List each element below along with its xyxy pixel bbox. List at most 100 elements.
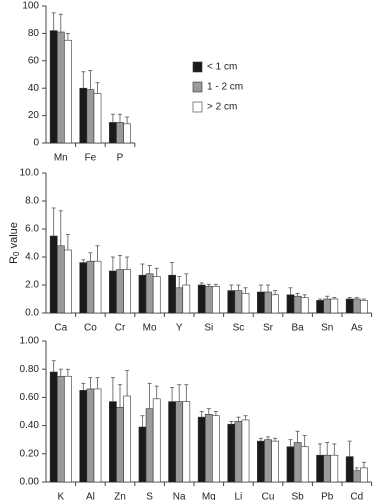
error-bar [118,113,122,123]
bar [175,287,184,314]
error-bar [110,256,115,271]
error-bar [266,284,270,292]
x-tick-label: Fe [85,153,97,164]
error-bar [95,377,100,389]
bar [323,454,332,483]
bar [116,122,124,144]
error-bar [318,443,323,456]
bar [56,31,65,144]
bar [241,293,250,314]
bar [49,235,58,314]
error-bar [347,440,352,457]
error-bar [361,298,366,301]
bar [293,295,302,314]
y-tick-label: 40 [28,83,40,94]
error-bar [65,234,70,250]
bar [168,274,176,314]
bar [168,401,176,483]
error-bar [81,382,86,391]
error-bar [58,13,63,33]
y-axis-label-sub: 0 [12,251,21,256]
bar [212,415,220,483]
bar [116,269,124,314]
x-tick-label: Sc [233,323,245,334]
bar [109,401,117,483]
error-bar [118,384,122,408]
bar [64,249,72,314]
y-axis-label-tail: value [8,222,20,251]
error-bar [213,411,218,416]
bar [56,245,65,314]
legend-label: < 1 cm [207,62,237,73]
bar [330,454,339,483]
y-tick-label: 2.0 [25,280,39,291]
bar [204,286,213,314]
bar [123,395,131,483]
error-bar [325,442,330,456]
bar [86,89,95,144]
bar [212,286,220,314]
y-tick-label: 6.0 [25,224,39,235]
error-bar [118,255,122,270]
bar [182,401,191,483]
error-bar [95,82,100,94]
y-tick-label: 100 [22,1,39,12]
x-tick-label: Pb [321,492,334,500]
error-bar [266,436,270,440]
bar [345,298,354,314]
error-bar [258,284,263,292]
y-tick-label: 0.40 [20,420,40,431]
bar [257,291,265,314]
error-bar [206,408,211,415]
y-tick-label: 0.80 [20,364,40,375]
error-bar [184,384,189,402]
x-tick-label: Mo [143,323,157,334]
bar [227,423,236,483]
error-bar [58,210,63,246]
bar [360,300,368,314]
error-bar [236,416,241,422]
x-tick-label: S [146,492,153,500]
error-bar [295,430,300,443]
bar [345,456,354,483]
bar [93,388,102,483]
error-bar [154,385,159,399]
legend-label: 1 - 2 cm [207,82,243,93]
x-tick-label: Cr [115,323,126,334]
x-tick-label: As [351,323,363,334]
bar [234,421,243,483]
bar [152,276,161,314]
bar [79,87,88,144]
y-tick-label: 0.0 [25,308,39,319]
bar [316,300,324,314]
error-bar [302,435,307,447]
error-bar [229,420,234,425]
bar [257,440,265,483]
bar [109,122,117,144]
bar [49,30,58,144]
bar [197,416,206,483]
error-bar [125,370,130,396]
error-bar [347,297,352,299]
error-bar [236,284,241,291]
error-bar [170,262,175,276]
error-bar [318,298,323,301]
bar [93,93,102,144]
error-bar [170,387,175,402]
x-tick-label: Co [84,323,97,334]
error-bar [243,415,248,420]
bar [145,273,154,314]
error-bar [332,297,337,299]
x-tick-label: Cd [350,492,363,500]
y-axis-label-main: R [8,256,20,264]
x-tick-label: Y [176,323,183,334]
error-bar [88,252,93,262]
y-tick-label: 60 [28,55,40,66]
bar [352,298,361,314]
y-tick-label: 0.20 [20,448,40,459]
error-bar [258,437,263,442]
bar [64,39,72,144]
bar [271,294,279,314]
error-bar [58,368,63,377]
error-bar [332,443,337,456]
